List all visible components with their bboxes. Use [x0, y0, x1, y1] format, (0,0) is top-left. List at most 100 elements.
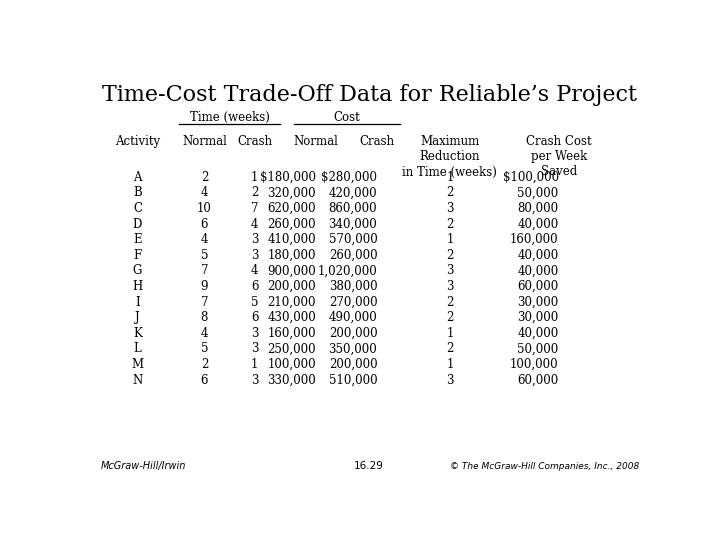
Text: 4: 4: [201, 186, 208, 199]
Text: Cost: Cost: [333, 111, 360, 124]
Text: 1: 1: [251, 171, 258, 184]
Text: 3: 3: [446, 202, 454, 215]
Text: 2: 2: [446, 218, 454, 231]
Text: 260,000: 260,000: [329, 249, 377, 262]
Text: 8: 8: [201, 311, 208, 324]
Text: 3: 3: [251, 342, 258, 355]
Text: I: I: [135, 295, 140, 308]
Text: © The McGraw-Hill Companies, Inc., 2008: © The McGraw-Hill Companies, Inc., 2008: [451, 462, 639, 471]
Text: 40,000: 40,000: [518, 265, 559, 278]
Text: 570,000: 570,000: [328, 233, 377, 246]
Text: 10: 10: [197, 202, 212, 215]
Text: 40,000: 40,000: [518, 249, 559, 262]
Text: G: G: [132, 265, 142, 278]
Text: 1: 1: [446, 358, 454, 371]
Text: Time (weeks): Time (weeks): [189, 111, 269, 124]
Text: H: H: [132, 280, 143, 293]
Text: 900,000: 900,000: [267, 265, 316, 278]
Text: F: F: [133, 249, 142, 262]
Text: 4: 4: [201, 327, 208, 340]
Text: 380,000: 380,000: [329, 280, 377, 293]
Text: 2: 2: [446, 295, 454, 308]
Text: 6: 6: [251, 311, 258, 324]
Text: 100,000: 100,000: [267, 358, 316, 371]
Text: Crash Cost
per Week
Saved: Crash Cost per Week Saved: [526, 136, 592, 179]
Text: 40,000: 40,000: [518, 327, 559, 340]
Text: 9: 9: [201, 280, 208, 293]
Text: 3: 3: [446, 265, 454, 278]
Text: Normal: Normal: [182, 136, 227, 148]
Text: Time-Cost Trade-Off Data for Reliable’s Project: Time-Cost Trade-Off Data for Reliable’s …: [102, 84, 636, 105]
Text: McGraw-Hill/Irwin: McGraw-Hill/Irwin: [101, 462, 186, 471]
Text: 3: 3: [251, 327, 258, 340]
Text: K: K: [133, 327, 142, 340]
Text: 490,000: 490,000: [328, 311, 377, 324]
Text: 6: 6: [201, 374, 208, 387]
Text: 80,000: 80,000: [518, 202, 559, 215]
Text: 2: 2: [446, 342, 454, 355]
Text: 4: 4: [251, 265, 258, 278]
Text: 2: 2: [446, 311, 454, 324]
Text: A: A: [133, 171, 142, 184]
Text: 340,000: 340,000: [328, 218, 377, 231]
Text: 6: 6: [201, 218, 208, 231]
Text: 270,000: 270,000: [329, 295, 377, 308]
Text: 7: 7: [251, 202, 258, 215]
Text: 210,000: 210,000: [268, 295, 316, 308]
Text: 5: 5: [201, 249, 208, 262]
Text: 30,000: 30,000: [518, 311, 559, 324]
Text: L: L: [133, 342, 141, 355]
Text: J: J: [135, 311, 140, 324]
Text: Normal: Normal: [294, 136, 338, 148]
Text: 60,000: 60,000: [518, 374, 559, 387]
Text: 100,000: 100,000: [510, 358, 559, 371]
Text: 260,000: 260,000: [267, 218, 316, 231]
Text: 7: 7: [201, 265, 208, 278]
Text: 180,000: 180,000: [268, 249, 316, 262]
Text: E: E: [133, 233, 142, 246]
Text: 3: 3: [446, 280, 454, 293]
Text: 510,000: 510,000: [329, 374, 377, 387]
Text: 860,000: 860,000: [329, 202, 377, 215]
Text: 3: 3: [251, 249, 258, 262]
Text: 5: 5: [201, 342, 208, 355]
Text: 2: 2: [201, 358, 208, 371]
Text: 200,000: 200,000: [329, 358, 377, 371]
Text: 250,000: 250,000: [267, 342, 316, 355]
Text: 1: 1: [446, 233, 454, 246]
Text: 16.29: 16.29: [354, 462, 384, 471]
Text: 50,000: 50,000: [518, 342, 559, 355]
Text: 50,000: 50,000: [518, 186, 559, 199]
Text: C: C: [133, 202, 142, 215]
Text: 2: 2: [251, 186, 258, 199]
Text: 320,000: 320,000: [267, 186, 316, 199]
Text: 410,000: 410,000: [267, 233, 316, 246]
Text: 4: 4: [201, 233, 208, 246]
Text: 7: 7: [201, 295, 208, 308]
Text: 350,000: 350,000: [328, 342, 377, 355]
Text: 3: 3: [446, 374, 454, 387]
Text: 2: 2: [446, 186, 454, 199]
Text: D: D: [132, 218, 142, 231]
Text: 160,000: 160,000: [267, 327, 316, 340]
Text: Maximum
Reduction
in Time (weeks): Maximum Reduction in Time (weeks): [402, 136, 498, 179]
Text: 200,000: 200,000: [267, 280, 316, 293]
Text: 3: 3: [251, 233, 258, 246]
Text: 200,000: 200,000: [329, 327, 377, 340]
Text: 40,000: 40,000: [518, 218, 559, 231]
Text: 160,000: 160,000: [510, 233, 559, 246]
Text: 430,000: 430,000: [267, 311, 316, 324]
Text: N: N: [132, 374, 143, 387]
Text: 1: 1: [446, 171, 454, 184]
Text: 3: 3: [251, 374, 258, 387]
Text: 1,020,000: 1,020,000: [318, 265, 377, 278]
Text: Crash: Crash: [237, 136, 272, 148]
Text: Activity: Activity: [115, 136, 160, 148]
Text: 1: 1: [251, 358, 258, 371]
Text: M: M: [131, 358, 143, 371]
Text: $180,000: $180,000: [260, 171, 316, 184]
Text: 620,000: 620,000: [267, 202, 316, 215]
Text: 420,000: 420,000: [329, 186, 377, 199]
Text: 2: 2: [446, 249, 454, 262]
Text: $100,000: $100,000: [503, 171, 559, 184]
